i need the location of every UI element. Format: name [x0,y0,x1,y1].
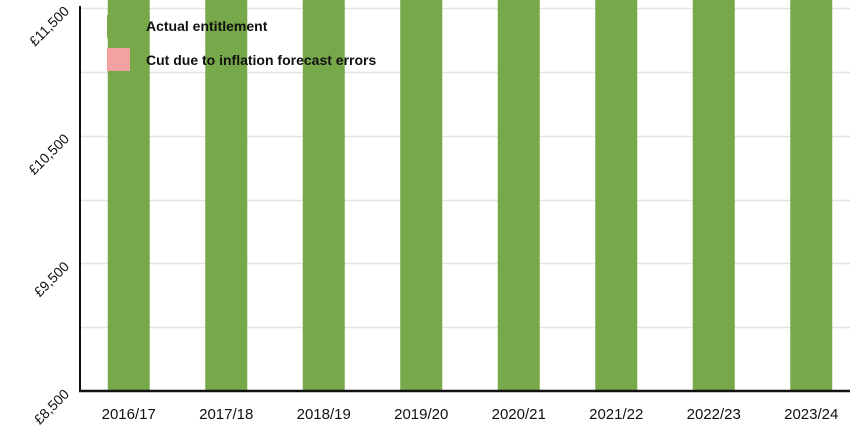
legend-label-inflation-cut: Cut due to inflation forecast errors [146,52,376,68]
y-tick-label: £10,500 [25,130,72,177]
x-tick-labels: 2016/17 2017/18 2018/19 2019/20 2020/21 2021/… [102,406,839,423]
x-tick-label: 2020/21 [492,406,546,423]
legend-label-actual-entitlement: Actual entitlement [146,18,268,34]
bar-actual-entitlement-2018-19 [302,0,345,392]
y-tick-labels: £8,500 £9,500 £10,500 £11,500 [25,3,72,428]
y-tick-label: £9,500 [31,258,73,300]
bar-actual-entitlement-2020-21 [497,0,540,391]
bar-actual-entitlement-2019-20 [400,0,443,391]
bar-actual-entitlement-2022-23 [692,0,735,391]
x-tick-label: 2019/20 [394,406,448,423]
x-tick-label: 2021/22 [589,406,643,423]
y-tick-label: £11,500 [26,3,73,50]
x-tick-label: 2017/18 [199,406,253,423]
x-tick-label: 2016/17 [102,406,156,423]
legend-swatch-actual-entitlement [107,15,130,38]
x-tick-label: 2018/19 [297,406,351,423]
bar-actual-entitlement-2023-24 [790,0,833,391]
legend: Actual entitlement Cut due to inflation … [107,15,376,71]
legend-swatch-inflation-cut [107,48,130,71]
x-tick-label: 2022/23 [687,406,741,423]
x-tick-label: 2023/24 [784,406,838,423]
bars [107,0,833,392]
axes [79,6,850,393]
y-tick-label: £8,500 [31,386,73,428]
bar-actual-entitlement-2017-18 [205,0,248,391]
bar-actual-entitlement-2021-22 [595,0,638,392]
